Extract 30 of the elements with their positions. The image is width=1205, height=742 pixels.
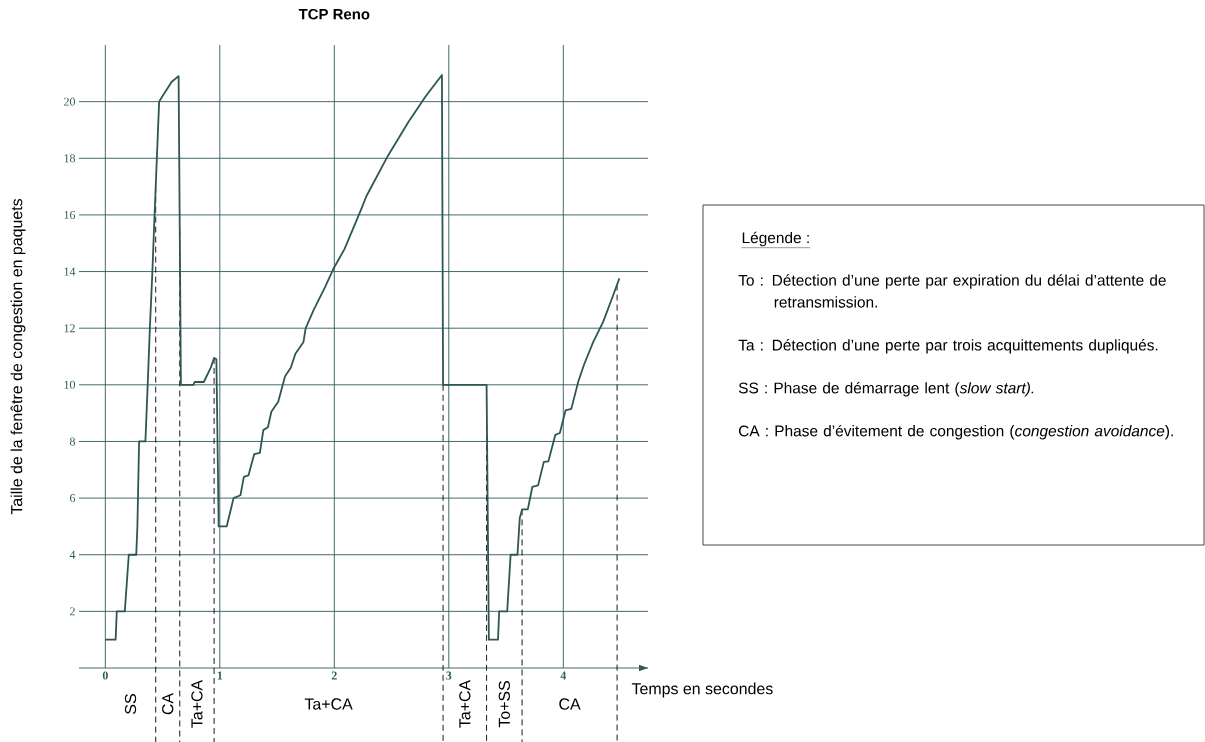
y-axis-title: Taille de la fenêtre de congestion en paquets	[10, 198, 26, 515]
x-tick-label: 3	[446, 671, 452, 680]
y-tick-label: 16	[64, 210, 76, 219]
text: CA	[559, 698, 581, 710]
text: SS	[124, 694, 137, 714]
text: To+SS	[498, 681, 510, 728]
text: To : Détection d’une perte par expiration du délai d’attente de retransmission.	[738, 274, 1166, 308]
x-tick-label: 0	[102, 671, 108, 680]
x-axis-title: Temps en secondes	[631, 682, 773, 698]
text: CA	[162, 692, 174, 715]
y-tick-label: 18	[64, 154, 76, 163]
text: Ta : Détection d’une perte par trois acquittements dupliqués.	[738, 339, 1158, 354]
text: Ta+CA	[304, 698, 353, 710]
y-tick-label: 6	[70, 494, 76, 503]
x-tick-label: 2	[331, 671, 337, 680]
text: SS : Phase de démarrage lent (slow start).	[738, 381, 1034, 397]
x-tick-label: 1	[217, 671, 223, 680]
y-tick-label: 10	[64, 380, 76, 389]
y-tick-label: 8	[69, 437, 76, 446]
y-tick-label: 4	[69, 550, 76, 559]
y-tick-label: 12	[64, 324, 75, 333]
y-tick-label: 2	[70, 607, 75, 616]
text: CA : Phase d’évitement de congestion (congestion avoidance).	[738, 424, 1173, 440]
text: Ta+CA	[459, 679, 471, 728]
chart-title: TCP Reno	[298, 8, 370, 20]
y-tick-label: 20	[64, 97, 76, 106]
text: Ta+CA	[191, 679, 203, 728]
x-tick-label: 4	[560, 671, 567, 680]
y-tick-label: 14	[64, 267, 76, 276]
text: Légende :	[742, 231, 809, 247]
